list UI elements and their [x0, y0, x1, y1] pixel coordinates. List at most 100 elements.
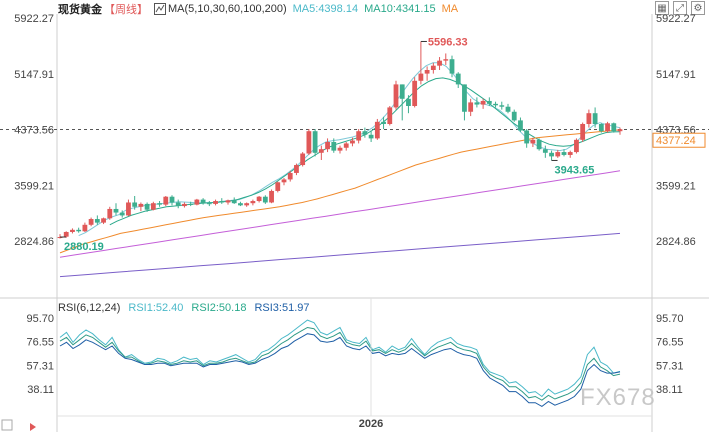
candle-body	[542, 149, 548, 153]
ma-line-ma5	[78, 62, 621, 237]
candle-body	[70, 229, 75, 232]
rsi-line-rsi3	[59, 333, 621, 407]
price-tick-left: 4373.56	[14, 125, 54, 137]
low-price-label: 3943.65	[555, 164, 595, 176]
candle	[194, 198, 200, 206]
candle	[430, 62, 436, 74]
rsi-tick-left: 38.11	[27, 384, 54, 396]
candle	[406, 95, 411, 114]
candle	[511, 109, 517, 122]
candle-body	[499, 105, 505, 107]
candle	[592, 107, 598, 128]
candle	[493, 101, 498, 108]
candle	[219, 198, 225, 204]
candle	[480, 98, 486, 109]
candle-body	[530, 139, 536, 144]
candle-body	[312, 131, 318, 153]
candle	[300, 152, 306, 167]
rsi-tick-left: 95.70	[26, 313, 54, 325]
candle	[144, 202, 150, 212]
rsi-tick-left: 57.31	[26, 360, 54, 372]
candle-body	[356, 131, 362, 141]
candle	[63, 231, 69, 238]
candle-body	[238, 203, 243, 206]
candle-body	[144, 203, 150, 210]
candle-body	[287, 172, 293, 180]
candle	[250, 199, 256, 206]
candle-body	[132, 202, 138, 207]
settings-icon[interactable]: ⚙	[691, 1, 705, 15]
candle-body	[82, 224, 88, 232]
candle	[536, 138, 542, 151]
candle-body	[206, 203, 212, 205]
candle	[200, 198, 206, 205]
candle-body	[368, 134, 374, 139]
candle	[262, 195, 268, 204]
candle	[294, 163, 299, 176]
candle	[331, 138, 337, 153]
candle-body	[325, 141, 330, 150]
rsi-line-rsi1	[59, 319, 621, 398]
candle-body	[580, 123, 586, 140]
ma-params-label[interactable]: MA(5,10,30,60,100,200)	[168, 3, 287, 15]
candle-body	[294, 165, 299, 173]
rsi1-value: RSI1:52.40	[128, 302, 184, 314]
candle-body	[331, 141, 337, 151]
candle	[505, 103, 511, 114]
candle	[238, 201, 243, 207]
candle-body	[318, 149, 324, 153]
candle	[549, 150, 554, 161]
candle	[306, 129, 312, 155]
candle	[399, 84, 405, 121]
ma-icon	[154, 3, 166, 15]
candle	[350, 137, 355, 147]
candle-body	[437, 60, 442, 66]
watermark-text: FX678	[580, 384, 656, 411]
candle	[312, 129, 318, 157]
candle-body	[213, 201, 218, 204]
candle-body	[337, 147, 343, 151]
candle	[374, 118, 380, 140]
candle-body	[281, 179, 287, 183]
candle-body	[63, 231, 69, 237]
candle-body	[119, 212, 125, 216]
candle-body	[511, 111, 517, 121]
rsi-tick-right: 38.11	[656, 384, 683, 396]
ma10-value: MA10:4341.15	[364, 3, 436, 15]
candle-body	[586, 113, 592, 124]
candle	[213, 199, 218, 206]
candle-body	[561, 152, 567, 155]
candle-body	[182, 203, 187, 207]
candle-body	[150, 203, 156, 210]
candle-body	[169, 196, 175, 203]
grid-icon[interactable]: ▦	[655, 1, 669, 15]
period-selector[interactable]: 【周线】	[104, 4, 148, 16]
candle-body	[480, 100, 486, 105]
candle-body	[163, 196, 169, 205]
candle-body	[113, 208, 119, 213]
candle-body	[567, 152, 573, 155]
candle	[486, 97, 492, 106]
price-tick-left: 5147.91	[14, 69, 54, 81]
candle	[424, 66, 430, 81]
candle-body	[231, 200, 237, 204]
rsi-params-label[interactable]: RSI(6,12,24)	[58, 302, 121, 314]
fullscreen-icon[interactable]: ⤢	[673, 1, 687, 15]
start-price-label: 2880.19	[64, 241, 104, 253]
candle	[119, 210, 125, 218]
candle	[418, 41, 424, 85]
candle	[356, 129, 362, 144]
candle-body	[592, 113, 598, 124]
candle	[524, 129, 530, 148]
candle-body	[468, 102, 474, 112]
candle-body	[175, 202, 181, 207]
candle-body	[449, 59, 455, 74]
candle-body	[250, 201, 256, 204]
price-tick-right: 5147.91	[656, 69, 696, 81]
high-price-label: 5596.33	[428, 36, 468, 48]
candle	[76, 227, 82, 233]
rsi-tick-right: 76.55	[656, 337, 684, 349]
candle	[362, 127, 368, 138]
rsi-line-rsi2	[59, 326, 621, 401]
